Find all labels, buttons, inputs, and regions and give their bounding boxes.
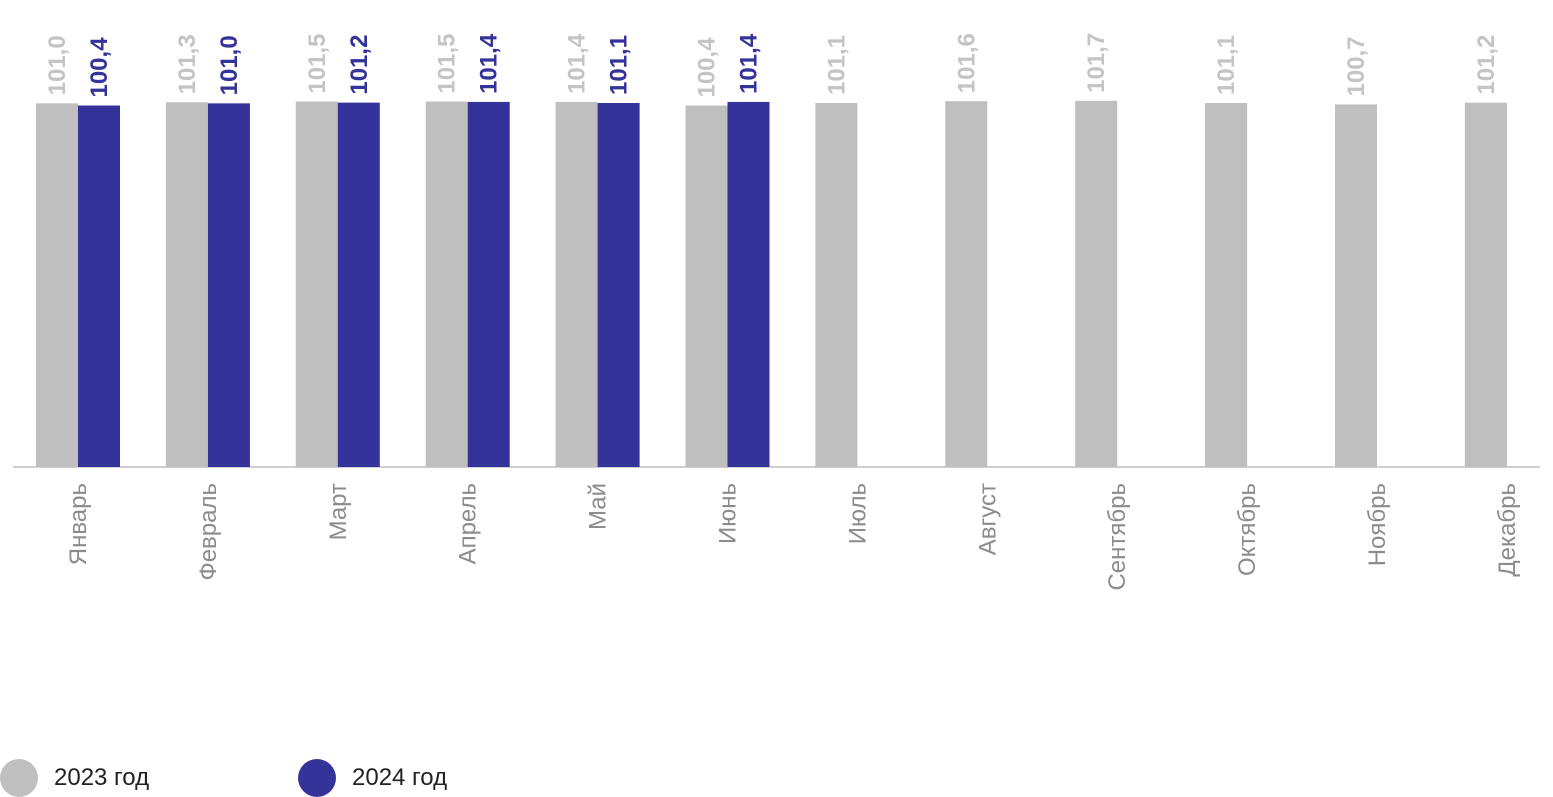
legend-swatch-2024: [298, 759, 336, 797]
data-label-2024-6: 101,4: [736, 33, 763, 94]
data-label-2023-7: 101,1: [823, 35, 850, 95]
category-label-5: Май: [585, 483, 612, 530]
bar-2024-1: [78, 105, 120, 468]
bar-2023-8: [945, 101, 988, 467]
category-label-6: Июнь: [715, 483, 742, 544]
category-label-2: Февраль: [195, 483, 222, 581]
category-label-11: Ноябрь: [1364, 483, 1391, 566]
category-label-10: Октябрь: [1234, 483, 1261, 576]
legend: 2023 год 2024 год: [0, 758, 1553, 797]
legend-label-2023: 2023 год: [54, 764, 150, 791]
data-label-2023-9: 101,7: [1083, 33, 1110, 93]
bar-2023-12: [1464, 102, 1507, 468]
data-label-2024-3: 101,2: [346, 35, 373, 95]
bar-2023-7: [815, 103, 858, 467]
category-label-8: Август: [974, 483, 1001, 555]
data-label-2024-1: 100,4: [86, 37, 113, 98]
data-label-2024-5: 101,1: [606, 35, 633, 95]
data-label-2023-12: 101,2: [1473, 35, 1500, 95]
data-label-2023-11: 100,7: [1343, 36, 1370, 96]
data-label-2023-5: 101,4: [564, 33, 591, 94]
data-label-2023-1: 101,0: [44, 35, 71, 95]
bar-2023-6: [685, 105, 728, 468]
category-label-12: Декабрь: [1494, 483, 1521, 577]
category-label-7: Июль: [844, 483, 871, 544]
data-label-2023-8: 101,6: [953, 33, 980, 93]
category-label-3: Март: [325, 483, 352, 540]
data-label-2023-6: 100,4: [694, 37, 721, 98]
bar-2023-3: [295, 101, 338, 467]
bar-2023-5: [555, 101, 598, 467]
legend-swatch-2023: [0, 759, 38, 797]
legend-item-2023: 2023 год: [0, 759, 150, 797]
bar-2023-11: [1335, 104, 1377, 467]
data-label-2024-4: 101,4: [476, 33, 503, 94]
category-label-1: Январь: [65, 483, 92, 565]
data-label-2023-4: 101,5: [434, 33, 461, 93]
data-label-2023-3: 101,5: [304, 33, 331, 93]
bar-2023-2: [165, 102, 208, 468]
bar-2024-5: [597, 103, 640, 467]
legend-item-2024: 2024 год: [298, 759, 448, 797]
bar-2023-10: [1205, 103, 1248, 467]
bar-2024-4: [467, 101, 510, 467]
legend-label-2024: 2024 год: [352, 764, 448, 791]
bar-2024-6: [727, 101, 770, 467]
bar-2024-3: [337, 102, 380, 468]
bar-2023-1: [36, 103, 78, 467]
data-label-2023-10: 101,1: [1213, 35, 1240, 95]
bar-2024-2: [207, 103, 250, 467]
bar-2023-9: [1075, 100, 1118, 468]
data-label-2024-2: 101,0: [216, 35, 243, 95]
data-label-2023-2: 101,3: [174, 34, 201, 94]
bar-2023-4: [425, 101, 468, 467]
category-label-4: Апрель: [455, 483, 482, 564]
category-label-9: Сентябрь: [1104, 483, 1131, 591]
bar-chart: 101,0 100,4 Январь 101,3 101,0 Февраль 101,5 10…: [13, 33, 1540, 591]
